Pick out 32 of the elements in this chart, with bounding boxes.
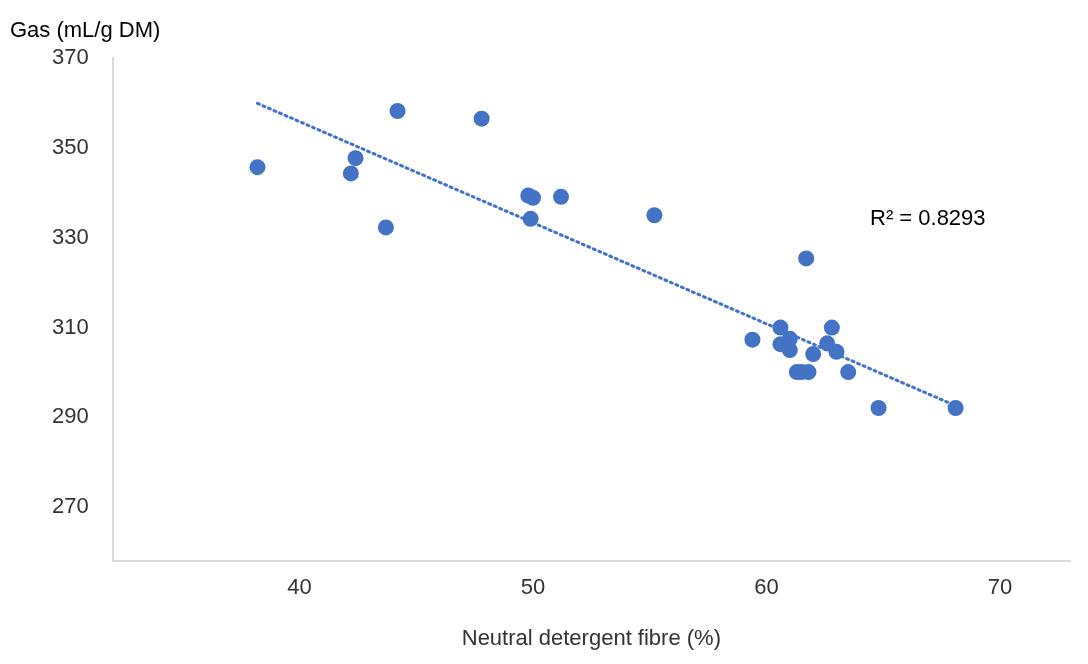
y-tick-label: 310 (51, 313, 89, 339)
point (823, 319, 840, 336)
x-tick-label: 70 (987, 574, 1013, 600)
point (744, 331, 761, 348)
point (553, 188, 569, 205)
point (840, 364, 857, 381)
point (347, 150, 364, 167)
y-tick-label: 270 (51, 493, 89, 519)
point (522, 210, 539, 227)
y-tick-label: 330 (51, 223, 89, 249)
y-axis-title: Gas (mL/g DM) (10, 17, 161, 43)
point (870, 399, 887, 416)
point (646, 207, 663, 224)
y-tick-label: 370 (51, 44, 89, 70)
point (342, 165, 359, 182)
point (828, 343, 845, 360)
x-tick-label: 60 (754, 574, 779, 600)
point (805, 346, 822, 363)
point (781, 342, 798, 359)
y-tick-label: 350 (51, 133, 89, 159)
point (772, 319, 789, 336)
x-tick-label: 40 (287, 574, 312, 600)
point (389, 103, 406, 120)
annotation: R² = 0.8293 (870, 205, 986, 231)
point (947, 399, 964, 416)
x-tick-label: 50 (520, 574, 546, 600)
x-axis-title: Neutral detergent fibre (%) (461, 624, 721, 650)
point (798, 250, 815, 267)
point (473, 110, 490, 127)
y-tick-label: 290 (51, 403, 89, 429)
point (377, 219, 394, 236)
point (249, 159, 266, 176)
